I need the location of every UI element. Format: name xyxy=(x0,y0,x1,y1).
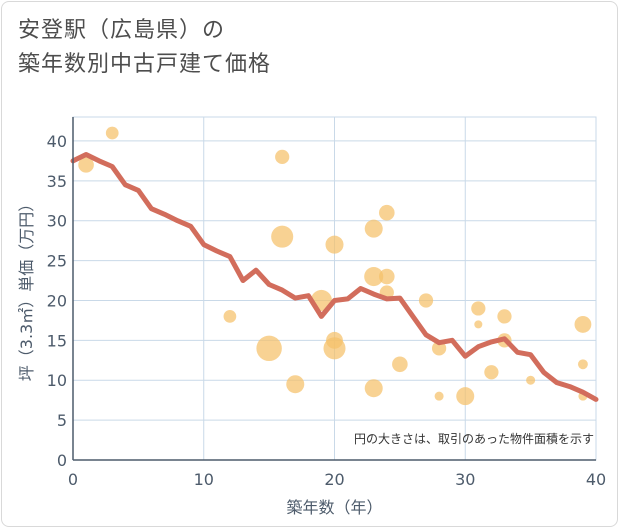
bubble-point xyxy=(275,149,290,164)
average-price-line xyxy=(70,152,599,402)
title-line-2: 築年数別中古戸建て価格 xyxy=(18,52,272,77)
y-tick-label: 25 xyxy=(47,252,67,271)
y-tick-label: 5 xyxy=(57,411,67,430)
bubble-point xyxy=(392,356,408,373)
title-line-1: 安登駅（広島県）の xyxy=(18,18,226,43)
tick-labels: 0 10 20 30 40 0 5 10 15 20 25 30 35 40 xyxy=(47,132,607,489)
y-tick-label: 0 xyxy=(57,451,67,470)
x-tick-label: 20 xyxy=(324,470,344,489)
bubble-point xyxy=(326,331,343,349)
bubble-point xyxy=(574,315,592,333)
bubble-point xyxy=(286,375,305,394)
y-axis-title: 坪（3.3㎡）単価（万円） xyxy=(17,196,36,381)
y-tick-label: 15 xyxy=(47,331,67,350)
grid-lines xyxy=(72,116,597,461)
bubble-point xyxy=(78,157,94,173)
y-tick-label: 30 xyxy=(47,212,67,231)
y-tick-label: 40 xyxy=(47,132,67,151)
bubble-point xyxy=(364,266,384,287)
bubble-point xyxy=(484,365,499,380)
y-tick-label: 20 xyxy=(47,291,67,310)
bubble-point xyxy=(471,301,486,316)
bubble-point xyxy=(105,126,119,140)
bubble-point xyxy=(434,391,444,401)
bubble-point xyxy=(456,387,475,406)
y-tick-label: 10 xyxy=(47,371,67,390)
chart-title: 安登駅（広島県）の 築年数別中古戸建て価格 xyxy=(18,14,271,82)
bubble-point xyxy=(364,379,383,398)
x-axis-title: 築年数（年） xyxy=(286,498,382,517)
bubble-point xyxy=(431,341,447,356)
x-tick-label: 40 xyxy=(586,470,606,489)
bubble-point xyxy=(526,375,536,385)
x-tick-label: 10 xyxy=(194,470,214,489)
bubble-point xyxy=(256,335,282,362)
bubble-point xyxy=(325,235,344,254)
bubble-point xyxy=(418,293,434,308)
y-tick-label: 35 xyxy=(47,172,67,191)
bubble-point xyxy=(223,310,237,323)
bubble-point xyxy=(474,320,483,329)
average-line-series xyxy=(70,152,599,402)
bubble-point xyxy=(364,219,383,238)
bubble-size-note: 円の大きさは、取引のあった物件面積を示す xyxy=(354,431,594,446)
bubble-point xyxy=(271,225,294,248)
bubble-point xyxy=(379,268,395,285)
bubble-point xyxy=(497,309,512,324)
bubble-point xyxy=(379,204,395,221)
axes xyxy=(72,117,596,461)
x-tick-label: 30 xyxy=(455,470,475,489)
x-tick-label: 0 xyxy=(68,470,78,489)
bubble-point xyxy=(577,359,588,370)
